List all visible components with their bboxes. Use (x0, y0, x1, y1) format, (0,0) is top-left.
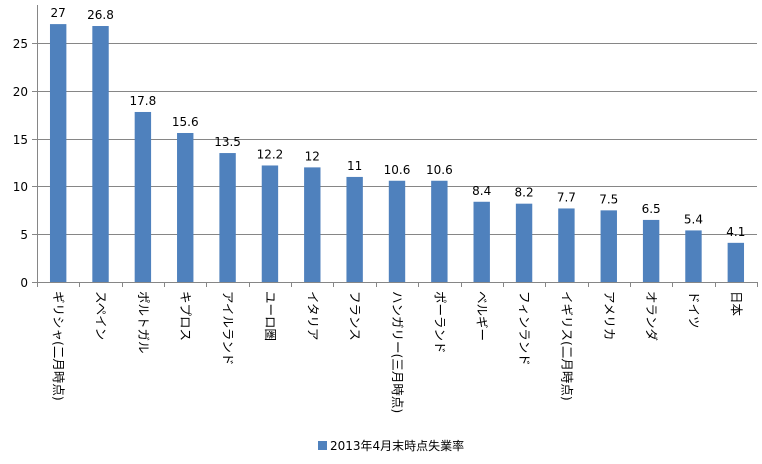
bar (177, 132, 194, 282)
bar (600, 210, 617, 282)
x-tick-label: アイルランド (221, 291, 236, 365)
bar (727, 242, 745, 282)
data-label: 26.8 (87, 8, 114, 22)
bar (304, 167, 321, 282)
axes (32, 5, 758, 287)
x-tick-label: ポルトガル (136, 291, 151, 354)
x-tick-label: ギリシャ(二月時点) (51, 291, 66, 401)
data-label: 27 (51, 6, 66, 20)
data-label: 17.8 (130, 94, 157, 108)
bar (558, 208, 575, 282)
data-label: 7.7 (557, 190, 576, 204)
bars (49, 24, 745, 282)
data-label: 10.6 (426, 163, 453, 177)
x-tick-label: イギリス(二月時点) (559, 291, 574, 401)
y-tick-label: 15 (13, 133, 28, 147)
legend-label: 2013年4月末時点失業率 (330, 438, 464, 453)
y-tick-label: 25 (13, 37, 28, 51)
data-label: 13.5 (214, 135, 241, 149)
x-tick-label: イタリア (305, 291, 320, 341)
data-label: 5.4 (684, 212, 703, 226)
y-tick-label: 10 (13, 180, 28, 194)
bar (642, 219, 660, 282)
x-tick-label: スペイン (94, 291, 109, 340)
x-tick-label: ドイツ (686, 291, 701, 329)
bar (219, 153, 236, 282)
x-tick-label: キプロス (178, 291, 193, 341)
x-tick-label: アメリカ (602, 291, 617, 340)
data-label: 12.2 (257, 147, 284, 161)
bar (92, 26, 109, 282)
bar (49, 24, 67, 282)
data-label: 7.5 (599, 192, 618, 206)
y-tick-label: 20 (13, 85, 28, 99)
x-tick-label: ポーランド (432, 291, 447, 354)
bar (431, 180, 448, 282)
bar (685, 230, 702, 282)
bar (388, 180, 406, 282)
x-tick-labels: ギリシャ(二月時点) スペイン ポルトガル キプロス アイルランド ユーロ圏 イタリア フラン… (51, 291, 744, 413)
data-label: 10.6 (384, 163, 411, 177)
gridlines (37, 43, 757, 235)
x-tick-label: 日本 (729, 291, 744, 317)
data-label: 15.6 (172, 115, 199, 129)
x-tick-label: ベルギー (475, 291, 490, 341)
data-labels: 27 26.8 17.8 15.6 13.5 12.2 12 11 10.6 10.6 8.4 8.2… (51, 6, 746, 239)
y-tick-labels: 0 5 10 15 20 25 (13, 37, 28, 290)
x-tick-label: フランス (348, 291, 363, 341)
bar (134, 111, 152, 282)
y-tick-label: 5 (20, 228, 28, 242)
data-label: 6.5 (642, 202, 661, 216)
x-tick-label: ユーロ圏 (263, 291, 278, 341)
data-label: 8.2 (515, 186, 534, 200)
y-tick-label: 0 (20, 276, 28, 290)
x-tick-label: ハンガリー(三月時点) (390, 291, 405, 413)
x-tick-label: オランダ (644, 291, 659, 341)
bar (473, 201, 490, 282)
data-label: 4.1 (726, 225, 745, 239)
bar (346, 176, 363, 282)
legend-swatch (318, 441, 327, 450)
data-label: 12 (305, 149, 320, 163)
bar (515, 203, 533, 282)
data-label: 11 (347, 159, 362, 173)
data-label: 8.4 (472, 184, 491, 198)
x-tick-label: フィンランド (517, 291, 532, 366)
bar (261, 165, 279, 282)
legend: 2013年4月末時点失業率 (318, 438, 464, 453)
